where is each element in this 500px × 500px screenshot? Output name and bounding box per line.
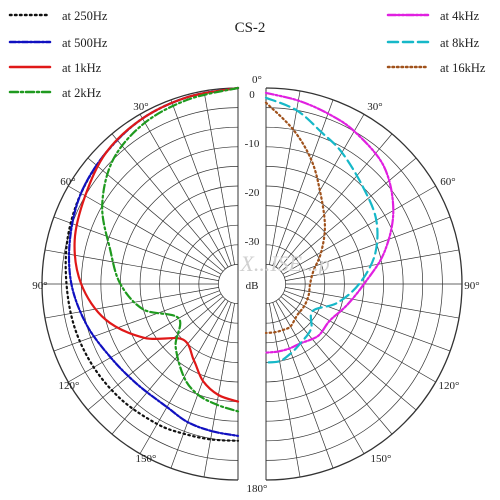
radial-tick-label: 0 (249, 89, 255, 101)
series-at-8khz (264, 96, 379, 364)
response-curves (64, 86, 395, 442)
angle-tick-label: 150° (371, 453, 392, 465)
angle-tick-label: 120° (59, 380, 80, 392)
grid-spoke (278, 298, 393, 435)
grid-spoke (170, 99, 232, 266)
grid-spoke (275, 300, 365, 454)
grid-spoke (285, 287, 460, 319)
center-label: dB (246, 280, 259, 292)
angle-tick-label: 90° (464, 280, 479, 292)
grid-spoke (53, 290, 220, 352)
legend-label: at 250Hz (62, 9, 108, 23)
grid-spoke (203, 90, 235, 265)
grid-spoke (269, 90, 301, 265)
grid-spoke (44, 287, 219, 319)
legend: at 250Hz at 500Hz at 1kHz at 2kHz at 4kHz at … (8, 9, 486, 100)
grid-spoke (280, 296, 417, 411)
series-at-1khz (73, 86, 240, 403)
grid-spoke (53, 216, 220, 278)
grid-spoke (170, 302, 232, 469)
grid-spoke (68, 185, 222, 275)
series-at-2khz (101, 86, 240, 413)
grid-spoke (87, 296, 224, 411)
angle-tick-label: 30° (133, 101, 148, 113)
angle-tick-label: 60° (60, 176, 75, 188)
grid-ring (218, 264, 239, 304)
grid-spoke (111, 133, 226, 270)
legend-label: at 500Hz (62, 36, 108, 50)
grid-ring (265, 264, 286, 304)
tick-labels: 0° 30° 30° 60° 60° 90° 90° 120° 120° 150° 150° 180°… (32, 74, 479, 495)
grid-spoke (87, 157, 224, 272)
angle-tick-label: 30° (367, 101, 382, 113)
grid-spoke (284, 216, 451, 278)
series-at-16khz (264, 101, 327, 335)
legend-label: at 8kHz (440, 36, 480, 50)
series-at-4khz (264, 91, 395, 354)
watermark: X...ISE...p (239, 251, 329, 276)
legend-label: at 1kHz (62, 61, 102, 75)
grid-spoke (282, 185, 436, 275)
chart-title: CS-2 (235, 20, 266, 36)
angle-tick-label: 180° (247, 483, 268, 495)
angle-tick-label: 90° (32, 280, 47, 292)
angle-tick-label: 150° (136, 453, 157, 465)
radial-tick-label: -10 (245, 138, 260, 150)
series-at-250hz (64, 86, 240, 442)
angle-tick-label: 60° (440, 176, 455, 188)
legend-label: at 4kHz (440, 9, 480, 23)
angle-tick-label: 120° (439, 380, 460, 392)
legend-label: at 16kHz (440, 61, 486, 75)
grid-spoke (278, 133, 393, 270)
grid-spoke (203, 303, 235, 478)
grid-spoke (285, 249, 460, 281)
radial-tick-label: -30 (245, 236, 260, 248)
angle-tick-label: 0° (252, 74, 262, 86)
legend-label: at 2kHz (62, 86, 102, 100)
grid-spoke (282, 293, 436, 383)
grid-spoke (111, 298, 226, 435)
grid-spoke (284, 290, 451, 352)
grid-spoke (272, 99, 334, 266)
radial-tick-label: -20 (245, 187, 260, 199)
grid-spoke (139, 114, 229, 268)
grid-spoke (280, 157, 417, 272)
